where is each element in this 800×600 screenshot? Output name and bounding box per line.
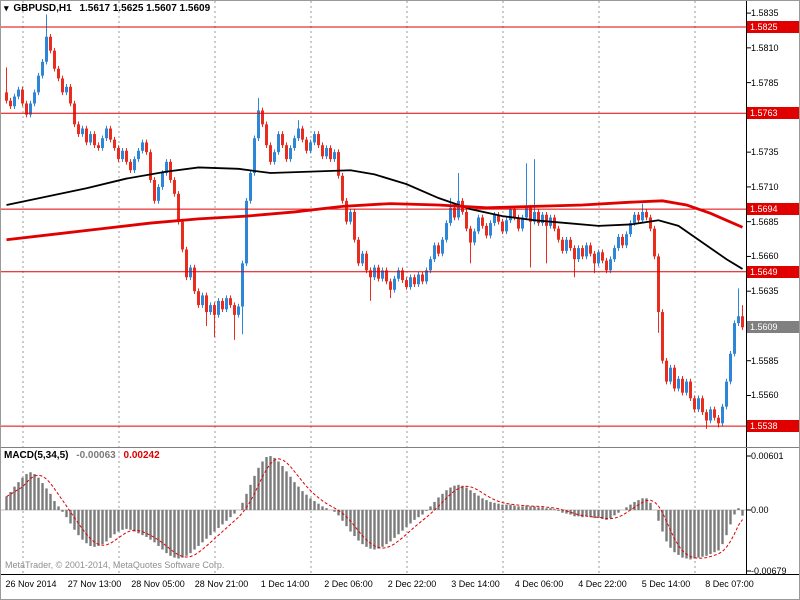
price-tick-label: 1.5685 (751, 216, 779, 227)
macd-value-signal: 0.00242 (123, 450, 160, 461)
sr-price-badge: 1.5649 (747, 265, 799, 278)
candles-group (5, 14, 744, 429)
price-tick-label: 1.5735 (751, 147, 779, 158)
price-tick-label: 1.5835 (751, 8, 779, 19)
price-tick-label: 1.5710 (751, 181, 779, 192)
price-tick-label: 1.5635 (751, 286, 779, 297)
ma-fast-line (6, 166, 743, 270)
period-separators (22, 1, 696, 574)
time-tick-label: 4 Dec 06:00 (514, 579, 564, 589)
price-tick-label: 1.5810 (751, 42, 779, 53)
time-tick-label: 28 Nov 21:00 (194, 579, 249, 589)
watermark: MetaTrader, © 2001-2014, MetaQuotes Soft… (5, 560, 225, 570)
ohlc-values: 1.5617 1.5625 1.5607 1.5609 (79, 3, 211, 14)
macd-tick-label: 0.00601 (751, 451, 784, 461)
sr-price-badge: 1.5538 (747, 420, 799, 433)
price-tick-label: 1.5660 (751, 251, 779, 262)
symbol-title: ▾ GBPUSD,H1 1.5617 1.5625 1.5607 1.5609 (4, 3, 210, 14)
price-tick-label: 1.5560 (751, 390, 779, 401)
macd-signal-line (6, 458, 743, 559)
time-tick-label: 27 Nov 13:00 (67, 579, 122, 589)
sr-price-badge: 1.5825 (747, 21, 799, 33)
time-tick-label: 1 Dec 14:00 (260, 579, 310, 589)
time-tick-label: 26 Nov 2014 (5, 579, 57, 589)
time-tick-label: 28 Nov 05:00 (131, 579, 185, 589)
sr-price-badge: 1.5694 (747, 203, 799, 216)
macd-indicator-label: MACD(5,34,5) -0.00063 0.00242 (4, 450, 160, 461)
price-tick-label: 1.5785 (751, 77, 779, 88)
current-price-badge: 1.5609 (747, 321, 799, 334)
time-tick-label: 4 Dec 22:00 (578, 579, 627, 589)
macd-tick-label: -0.00679 (751, 566, 787, 576)
macd-name: MACD(5,34,5) (4, 450, 69, 461)
one-click-trading-icon[interactable]: ▾ (4, 3, 9, 13)
symbol-period-label: GBPUSD,H1 (13, 3, 72, 14)
time-tick-label: 3 Dec 14:00 (451, 579, 500, 589)
ma-slow-line (6, 199, 744, 242)
time-axis[interactable]: 26 Nov 2014 27 Nov 13:00 28 Nov 05:00 28 No… (1, 575, 799, 599)
sr-price-badge: 1.5763 (747, 107, 799, 120)
axis-frame (1, 1, 799, 575)
time-tick-label: 2 Dec 06:00 (324, 579, 373, 589)
macd-tick-label: 0.00 (751, 505, 769, 515)
time-tick-label: 2 Dec 22:00 (387, 579, 437, 589)
price-tick-label: 1.5585 (751, 355, 779, 366)
macd-value-main: -0.00063 (76, 450, 116, 461)
time-tick-label: 5 Dec 14:00 (641, 579, 691, 589)
macd-histogram (5, 456, 744, 560)
sr-lines-group (1, 26, 746, 427)
price-axis[interactable]: 1.5835 1.5810 1.5785 1.5735 1.5710 1.5685 1.56… (747, 1, 799, 576)
time-tick-label: 8 Dec 07:00 (705, 579, 754, 589)
